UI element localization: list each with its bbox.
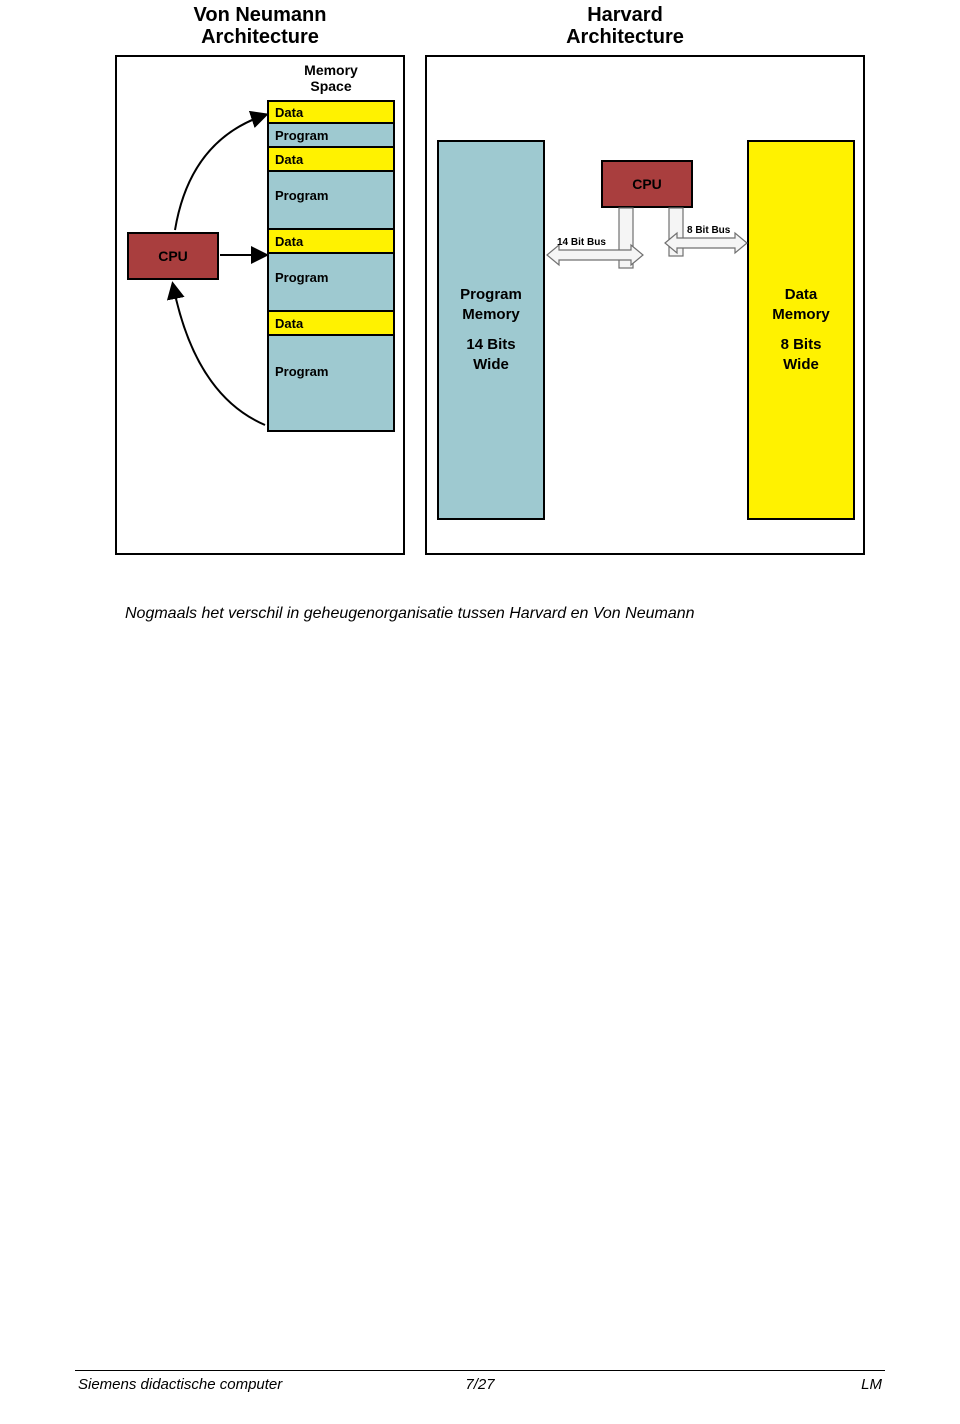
title-line: Architecture: [566, 26, 684, 48]
architecture-diagram: Von Neumann Architecture Harvard Archite…: [95, 0, 865, 590]
title-line: Von Neumann: [194, 4, 327, 26]
harvard-bus-arrows: [425, 55, 865, 555]
bus-14bit-label: 14 Bit Bus: [557, 237, 606, 248]
footer-rule: [75, 1370, 885, 1371]
harvard-title: Harvard Architecture: [515, 4, 735, 48]
title-line: Architecture: [201, 26, 319, 48]
von-neumann-arrows: [115, 55, 405, 555]
title-line: Harvard: [587, 4, 663, 26]
figure-caption: Nogmaals het verschil in geheugenorganis…: [125, 605, 695, 623]
bus-8bit-label: 8 Bit Bus: [687, 225, 730, 236]
von-neumann-title: Von Neumann Architecture: [150, 4, 370, 48]
footer-right: LM: [861, 1376, 882, 1393]
footer-center: 7/27: [0, 1376, 960, 1393]
page-footer: Siemens didactische computer 7/27 LM: [0, 1370, 960, 1400]
page: Von Neumann Architecture Harvard Archite…: [0, 0, 960, 1424]
